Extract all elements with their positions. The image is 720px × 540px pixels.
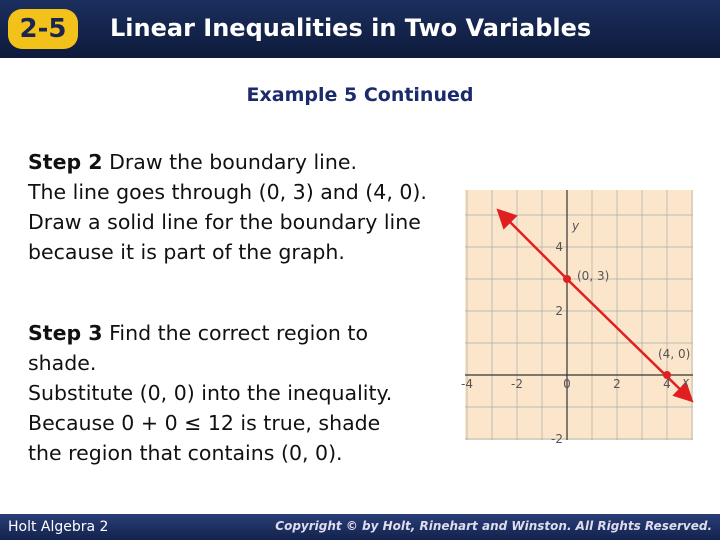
point [563,275,571,283]
footer-left: Holt Algebra 2 [8,519,109,535]
copyright: Copyright © by Holt, Rinehart and Winsto… [275,519,712,533]
step-3: Step 3 Find the correct region to shade.… [28,318,418,468]
boundary-line [566,278,694,403]
point-label: (4, 0) [658,347,690,361]
step-label: Step 3 [28,321,103,345]
x-tick-label: -2 [511,377,523,391]
lesson-title: Linear Inequalities in Two Variables [110,14,592,42]
step-text: Substitute (0, 0) into the inequality. B… [28,381,393,465]
step-lead: Find the correct region to shade. [28,321,368,375]
point [663,371,671,379]
y-tick-label: 2 [555,304,563,318]
footer-bar: Holt Algebra 2 Copyright © by Holt, Rine… [0,514,720,540]
subtitle: Example 5 Continued [246,84,474,106]
x-tick-label: 4 [663,377,671,391]
lesson-badge: 2-5 [8,9,78,49]
x-tick-label: 2 [613,377,621,391]
point-label: (0, 3) [577,269,609,283]
shaded-region [465,190,693,440]
x-tick-label: -4 [461,377,473,391]
axis-label: y [571,219,580,233]
boundary-line [496,208,568,280]
y-tick-label: -2 [551,432,563,446]
step-text: The line goes through (0, 3) and (4, 0).… [28,180,427,264]
step-label: Step 2 [28,150,103,174]
header-bar: 2-5 Linear Inequalities in Two Variables [0,0,720,58]
step-lead: Draw the boundary line. [109,150,357,174]
axis-label: x [681,375,690,389]
step-2: Step 2 Draw the boundary line. The line g… [28,147,448,267]
x-tick-label: 0 [563,377,571,391]
y-tick-label: 4 [555,240,563,254]
